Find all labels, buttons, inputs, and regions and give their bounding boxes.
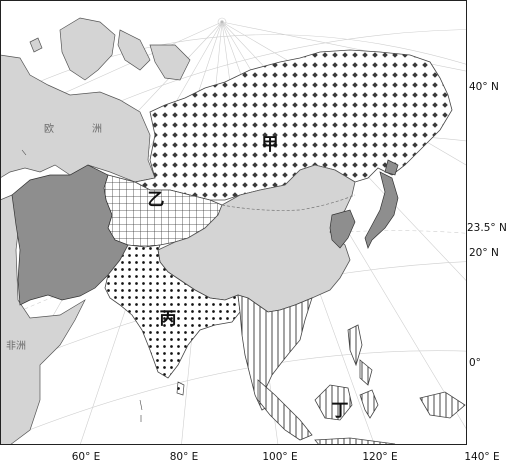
europe-landmass (0, 17, 191, 183)
mongolia-border (221, 194, 356, 211)
latitude-label-40n: 40° N (469, 81, 499, 93)
region-yi-label: 乙 (148, 190, 165, 210)
latitude-label-20n: 20° N (469, 247, 499, 259)
longitude-label-140e: 140° E (464, 451, 499, 463)
continent-europe-label-2: 洲 (92, 123, 102, 135)
latitude-label-0: 0° (469, 357, 481, 369)
continent-africa-label: 非洲 (6, 340, 26, 352)
small-islands (21, 149, 143, 422)
map-frame (0, 0, 467, 445)
bottom-margin (0, 445, 509, 464)
continent-europe-label-1: 欧 (44, 123, 54, 135)
region-bing-label: 丙 (160, 309, 177, 329)
longitude-label-60e: 60° E (72, 451, 101, 463)
region-bing-area (104, 244, 241, 379)
latitude-label-23-5n: 23.5° N (467, 222, 507, 234)
region-jia-label: 甲 (262, 135, 279, 155)
longitude-label-100e: 100° E (262, 451, 297, 463)
region-ding-area (237, 294, 466, 449)
korea-japan-landmass (329, 159, 399, 249)
longitude-label-120e: 120° E (362, 451, 397, 463)
region-ding-label: 丁 (332, 401, 349, 421)
longitude-label-80e: 80° E (170, 451, 199, 463)
label-margin (467, 0, 509, 464)
sri-lanka-landmass (176, 381, 185, 396)
